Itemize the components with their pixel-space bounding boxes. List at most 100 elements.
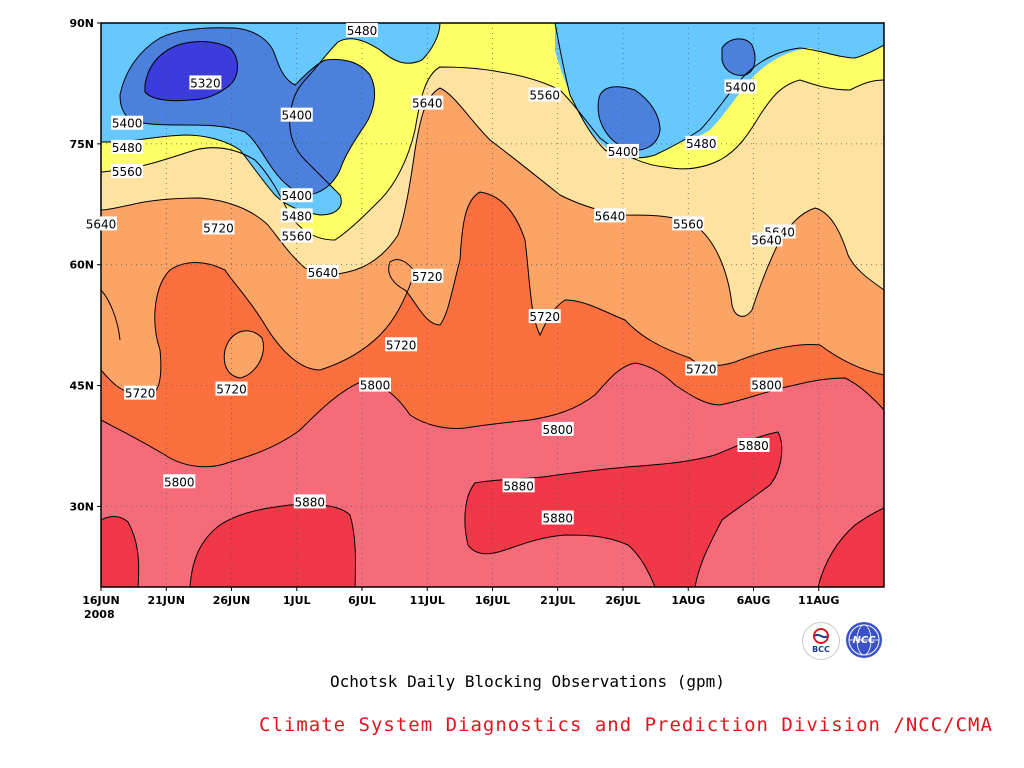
contour-label-bg (411, 268, 444, 283)
band-above-5880-c (464, 432, 782, 587)
contour-label: 5640 (593, 208, 626, 223)
contour-label: 5400 (111, 115, 144, 131)
contour-label-text: 5480 (347, 24, 378, 38)
contour-label: 5320 (189, 75, 222, 90)
ncc-globe-icon (848, 624, 880, 656)
contour-label-text: 5800 (542, 423, 573, 437)
y-axis: 30N 45N 60N 75N 90N (69, 17, 101, 513)
contour-label-bg (111, 164, 144, 179)
contour-label: 5720 (528, 309, 561, 324)
band-above-5880-sw (101, 516, 139, 587)
contour-label-bg (111, 115, 144, 130)
contour-label: 5640 (306, 264, 339, 280)
contour-label-bg (411, 95, 444, 110)
contour-label: 5880 (737, 438, 770, 453)
x-tick-label: 16JUL (475, 594, 510, 607)
y-tick-label: 60N (69, 259, 94, 272)
contour-label: 5800 (163, 474, 196, 489)
footer-credit: Climate System Diagnostics and Predictio… (259, 714, 993, 736)
contour-label: 5880 (293, 494, 326, 509)
contour-label: 5880 (502, 478, 535, 493)
contour-label: 5720 (411, 268, 444, 284)
contour-label-text: 5880 (295, 495, 326, 509)
contour-label-text: 5720 (386, 338, 417, 352)
contour-label-bg (163, 474, 196, 489)
contour-label: 5560 (672, 216, 705, 231)
contour-label-bg (385, 337, 418, 352)
contour-label-text: 5640 (412, 97, 443, 111)
contour-label-bg (502, 478, 535, 493)
contour-label: 5400 (724, 79, 757, 94)
contour-label-bg (750, 377, 783, 392)
x-year-label: 2008 (84, 608, 115, 621)
contour-label-text: 5640 (751, 234, 782, 248)
contour-label-text: 5880 (503, 479, 534, 493)
x-tick-label: 16JUN (82, 594, 120, 607)
contour-label-text: 5800 (751, 379, 782, 393)
bcc-logo: BCC (802, 622, 840, 660)
contour-label-text: 5400 (725, 80, 756, 94)
contour-label: 5800 (750, 377, 783, 393)
x-tick-label: 11AUG (798, 594, 839, 607)
contour-label-bg (346, 23, 378, 38)
contour-label-bg (724, 79, 757, 94)
contour-label-bg (685, 361, 718, 376)
contour-label: 5720 (202, 220, 235, 235)
contour-label-bg (124, 385, 157, 400)
contour-label: 5400 (607, 143, 639, 159)
contour-label-text: 5560 (281, 230, 312, 244)
contour-label: 5800 (359, 377, 392, 393)
band-5320-5400-east-b (722, 38, 756, 76)
y-tick-label: 45N (69, 380, 94, 393)
x-tick-label: 6JUL (348, 594, 376, 607)
contour-label: 5480 (346, 23, 378, 38)
contour-label-text: 5480 (112, 141, 143, 155)
contour-label-text: 5880 (542, 512, 573, 526)
y-tick-label: 90N (69, 17, 94, 30)
contour-label: 5720 (215, 381, 248, 397)
contour-lines (101, 23, 884, 587)
contour-label: 5640 (750, 232, 783, 248)
x-tick-label: 21JUL (540, 594, 575, 607)
bcc-logo-text: BCC (812, 645, 830, 654)
contour-label-bg (280, 188, 313, 203)
contour-label-bg (189, 75, 222, 90)
contour-label-bg (541, 421, 574, 436)
contour-label-text: 5640 (86, 217, 117, 231)
x-tick-label: 26JUL (605, 594, 640, 607)
contour-label: 5560 (280, 228, 313, 244)
contour-label: 5400 (280, 188, 313, 203)
x-tick-label: 6AUG (737, 594, 771, 607)
contour-label-text: 5720 (686, 362, 717, 376)
contour-label-text: 5720 (216, 383, 247, 397)
x-tick-label: 1JUL (283, 594, 311, 607)
contour-label: 5640 (411, 95, 444, 111)
contour-label-text: 5720 (125, 387, 156, 401)
contour-label-bg (202, 220, 235, 235)
contour-label-bg (111, 139, 144, 154)
contour-label-text: 5720 (412, 270, 443, 284)
band-5640-5720-inner (224, 330, 264, 378)
contour-label-text: 5400 (608, 145, 639, 159)
contour-label-text: 5640 (595, 209, 626, 223)
contour-label-text: 5400 (281, 189, 312, 203)
ncc-logo: NCC (846, 622, 882, 658)
contour-label-text: 5880 (738, 439, 769, 453)
contour-label: 5720 (685, 361, 718, 376)
contour-label-bg (685, 135, 718, 150)
contour-label-bg (607, 143, 639, 158)
contour-label-text: 5560 (112, 165, 143, 179)
contour-label-bg (528, 87, 561, 102)
band-above-5880-se (818, 508, 884, 587)
contour-label: 5560 (111, 164, 144, 179)
contour-label-bg (672, 216, 705, 231)
contour-label-text: 5560 (529, 89, 560, 103)
contour-label-text: 5640 (308, 266, 339, 280)
contour-label-bg (528, 309, 561, 324)
contour-label: 5480 (280, 208, 313, 223)
band-5320-5400-east-a (598, 86, 660, 151)
contour-label-bg (293, 494, 326, 509)
contour-label: 5800 (541, 421, 574, 437)
y-tick-label: 75N (69, 138, 94, 151)
contour-label-text: 5720 (529, 310, 560, 324)
